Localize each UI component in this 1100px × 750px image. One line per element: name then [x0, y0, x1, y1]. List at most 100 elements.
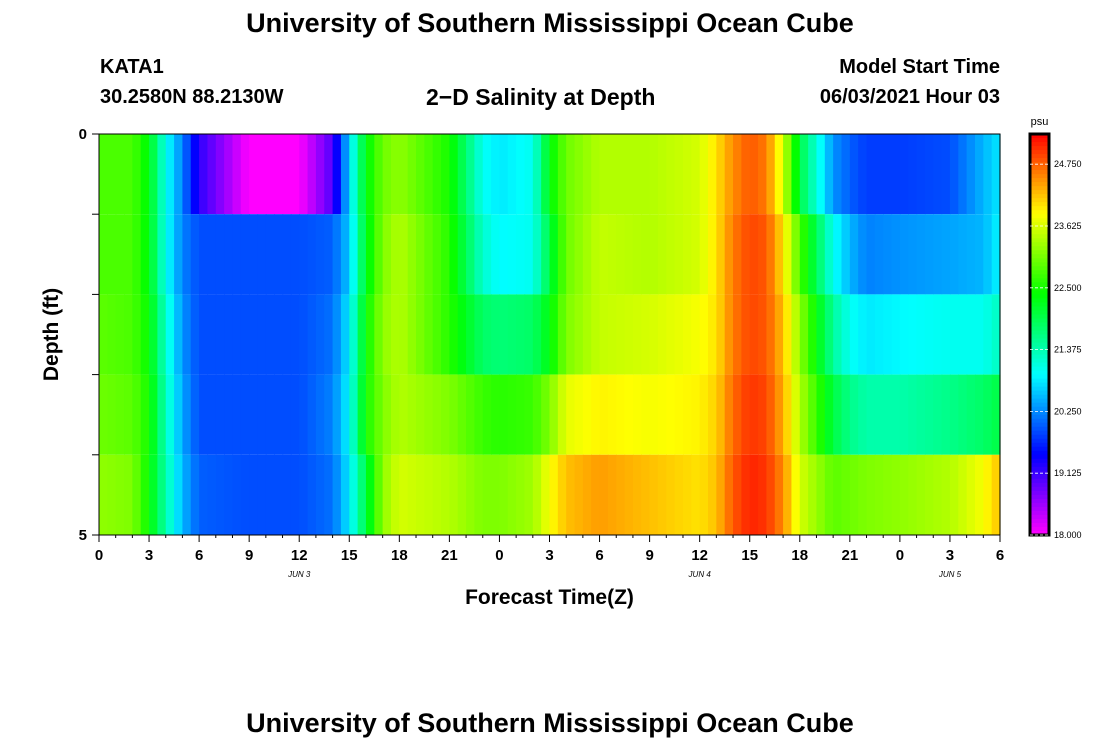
colorbar-segment	[1030, 330, 1049, 335]
heatmap-cell	[557, 214, 567, 295]
heatmap-cell	[649, 454, 659, 535]
heatmap-cell	[541, 294, 551, 375]
heatmap-cell	[274, 214, 284, 295]
heatmap-cell	[783, 134, 793, 215]
heatmap-cell	[657, 454, 667, 535]
heatmap-cell	[949, 294, 959, 375]
colorbar-segment	[1030, 454, 1049, 460]
heatmap-cell	[232, 214, 242, 295]
heatmap-cell	[833, 214, 843, 295]
heatmap-cell	[908, 214, 918, 295]
heatmap-cell	[157, 214, 167, 295]
heatmap-cell	[299, 374, 309, 455]
heatmap-cell	[899, 214, 909, 295]
x-tick-label: 3	[545, 547, 553, 564]
heatmap-cell	[941, 374, 951, 455]
heatmap-cell	[991, 294, 1001, 375]
heatmap-cell	[699, 294, 709, 375]
heatmap-cell	[332, 294, 342, 375]
heatmap-cell	[616, 214, 626, 295]
heatmap-cell	[541, 454, 551, 535]
heatmap-cell	[357, 454, 367, 535]
heatmap-cell	[407, 454, 417, 535]
heatmap-cell	[657, 214, 667, 295]
heatmap-cell	[791, 374, 801, 455]
heatmap-cell	[324, 454, 334, 535]
heatmap-cell	[449, 294, 459, 375]
heatmap-cell	[482, 214, 492, 295]
colorbar-segment	[1030, 270, 1049, 275]
colorbar-segment	[1030, 238, 1049, 243]
heatmap-cell	[833, 134, 843, 215]
heatmap-cell	[791, 294, 801, 375]
colorbar-segment	[1030, 406, 1049, 412]
heatmap-cell	[991, 374, 1001, 455]
heatmap-cell	[224, 294, 234, 375]
heatmap-cell	[491, 374, 501, 455]
heatmap-cell	[733, 454, 742, 535]
heatmap-cell	[924, 294, 934, 375]
heatmap-cell	[115, 294, 125, 375]
heatmap-cell	[190, 374, 200, 455]
heatmap-cell	[516, 374, 526, 455]
heatmap-cell	[941, 294, 951, 375]
colorbar-segment	[1030, 314, 1049, 319]
colorbar-segment	[1030, 478, 1049, 484]
x-tick-label: 21	[841, 547, 858, 564]
heatmap-cell	[407, 374, 417, 455]
heatmap-cell	[457, 294, 467, 375]
heatmap-cell	[841, 374, 851, 455]
heatmap-cell	[599, 214, 609, 295]
colorbar-segment	[1030, 142, 1049, 147]
colorbar-segment	[1030, 466, 1049, 472]
heatmap-cell	[899, 374, 909, 455]
heatmap-cell	[758, 214, 767, 295]
heatmap-cell	[949, 134, 959, 215]
heatmap-cell	[357, 374, 367, 455]
heatmap-cell	[883, 214, 893, 295]
heatmap-cell	[466, 374, 476, 455]
heatmap-cell	[791, 454, 801, 535]
main-title: University of Southern Mississippi Ocean…	[246, 8, 854, 38]
heatmap-cell	[407, 214, 417, 295]
heatmap-cell	[265, 294, 275, 375]
heatmap-cell	[449, 134, 459, 215]
heatmap-cell	[340, 374, 350, 455]
heatmap-cell	[949, 374, 959, 455]
heatmap-cell	[365, 294, 375, 375]
heatmap-cell	[457, 374, 467, 455]
heatmap-cell	[124, 214, 133, 295]
heatmap-cell	[482, 374, 492, 455]
heatmap-cell	[374, 134, 384, 215]
colorbar-segment	[1030, 498, 1049, 504]
heatmap-cell	[824, 374, 834, 455]
heatmap-cell	[157, 454, 167, 535]
heatmap-cell	[232, 294, 242, 375]
colorbar-segment	[1030, 134, 1049, 139]
heatmap-cell	[466, 134, 476, 215]
colorbar-segment	[1030, 190, 1049, 195]
heatmap-cell	[632, 214, 642, 295]
heatmap-cell	[874, 134, 884, 215]
colorbar-segment	[1030, 526, 1049, 532]
heatmap-cell	[340, 294, 350, 375]
heatmap-cell	[482, 294, 492, 375]
heatmap-cell	[766, 294, 776, 375]
heatmap-cell	[824, 214, 834, 295]
heatmap-cell	[299, 214, 309, 295]
heatmap-cell	[165, 374, 175, 455]
colorbar-segment	[1030, 182, 1049, 187]
x-tick-label: 12	[691, 547, 708, 564]
heatmap-cell	[390, 374, 400, 455]
heatmap-cell	[349, 374, 359, 455]
heatmap-cell	[140, 374, 150, 455]
heatmap-cell	[582, 294, 592, 375]
heatmap-cell	[99, 374, 108, 455]
heatmap-cell	[140, 294, 150, 375]
heatmap-cell	[632, 374, 642, 455]
heatmap-cell	[591, 374, 601, 455]
heatmap-cell	[232, 454, 242, 535]
heatmap-cell	[858, 374, 868, 455]
heatmap-cell	[474, 294, 484, 375]
heatmap-cell	[566, 134, 576, 215]
